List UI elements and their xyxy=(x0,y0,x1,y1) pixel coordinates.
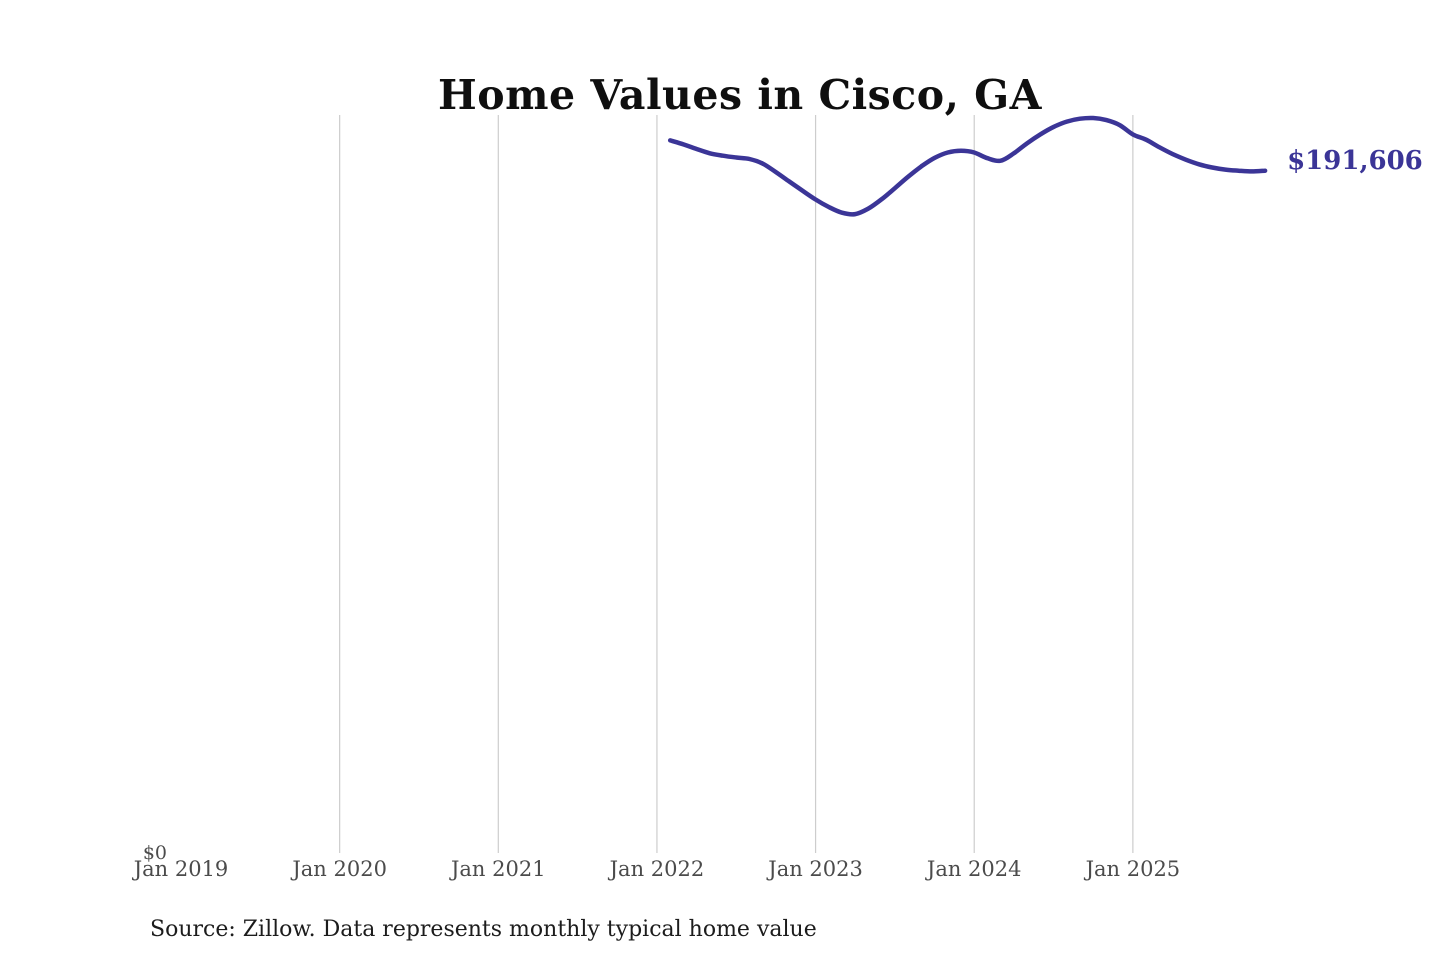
chart-title: Home Values in Cisco, GA xyxy=(438,71,1042,120)
source-note: Source: Zillow. Data represents monthly … xyxy=(150,917,817,942)
y-axis-zero-label: $0 xyxy=(142,842,167,864)
x-tick-label: Jan 2023 xyxy=(768,857,863,881)
year-gridlines xyxy=(339,115,1134,853)
x-tick-label: Jan 2020 xyxy=(292,857,387,881)
x-tick-label: Jan 2021 xyxy=(450,857,546,881)
x-tick-label: Jan 2019 xyxy=(133,857,229,881)
x-tick-label: Jan 2022 xyxy=(609,857,705,881)
x-tick-label: Jan 2024 xyxy=(926,857,1022,881)
x-tick-label: Jan 2025 xyxy=(1085,857,1181,881)
home-value-line xyxy=(667,115,1268,217)
end-value-label: $191,606 xyxy=(1287,145,1423,176)
